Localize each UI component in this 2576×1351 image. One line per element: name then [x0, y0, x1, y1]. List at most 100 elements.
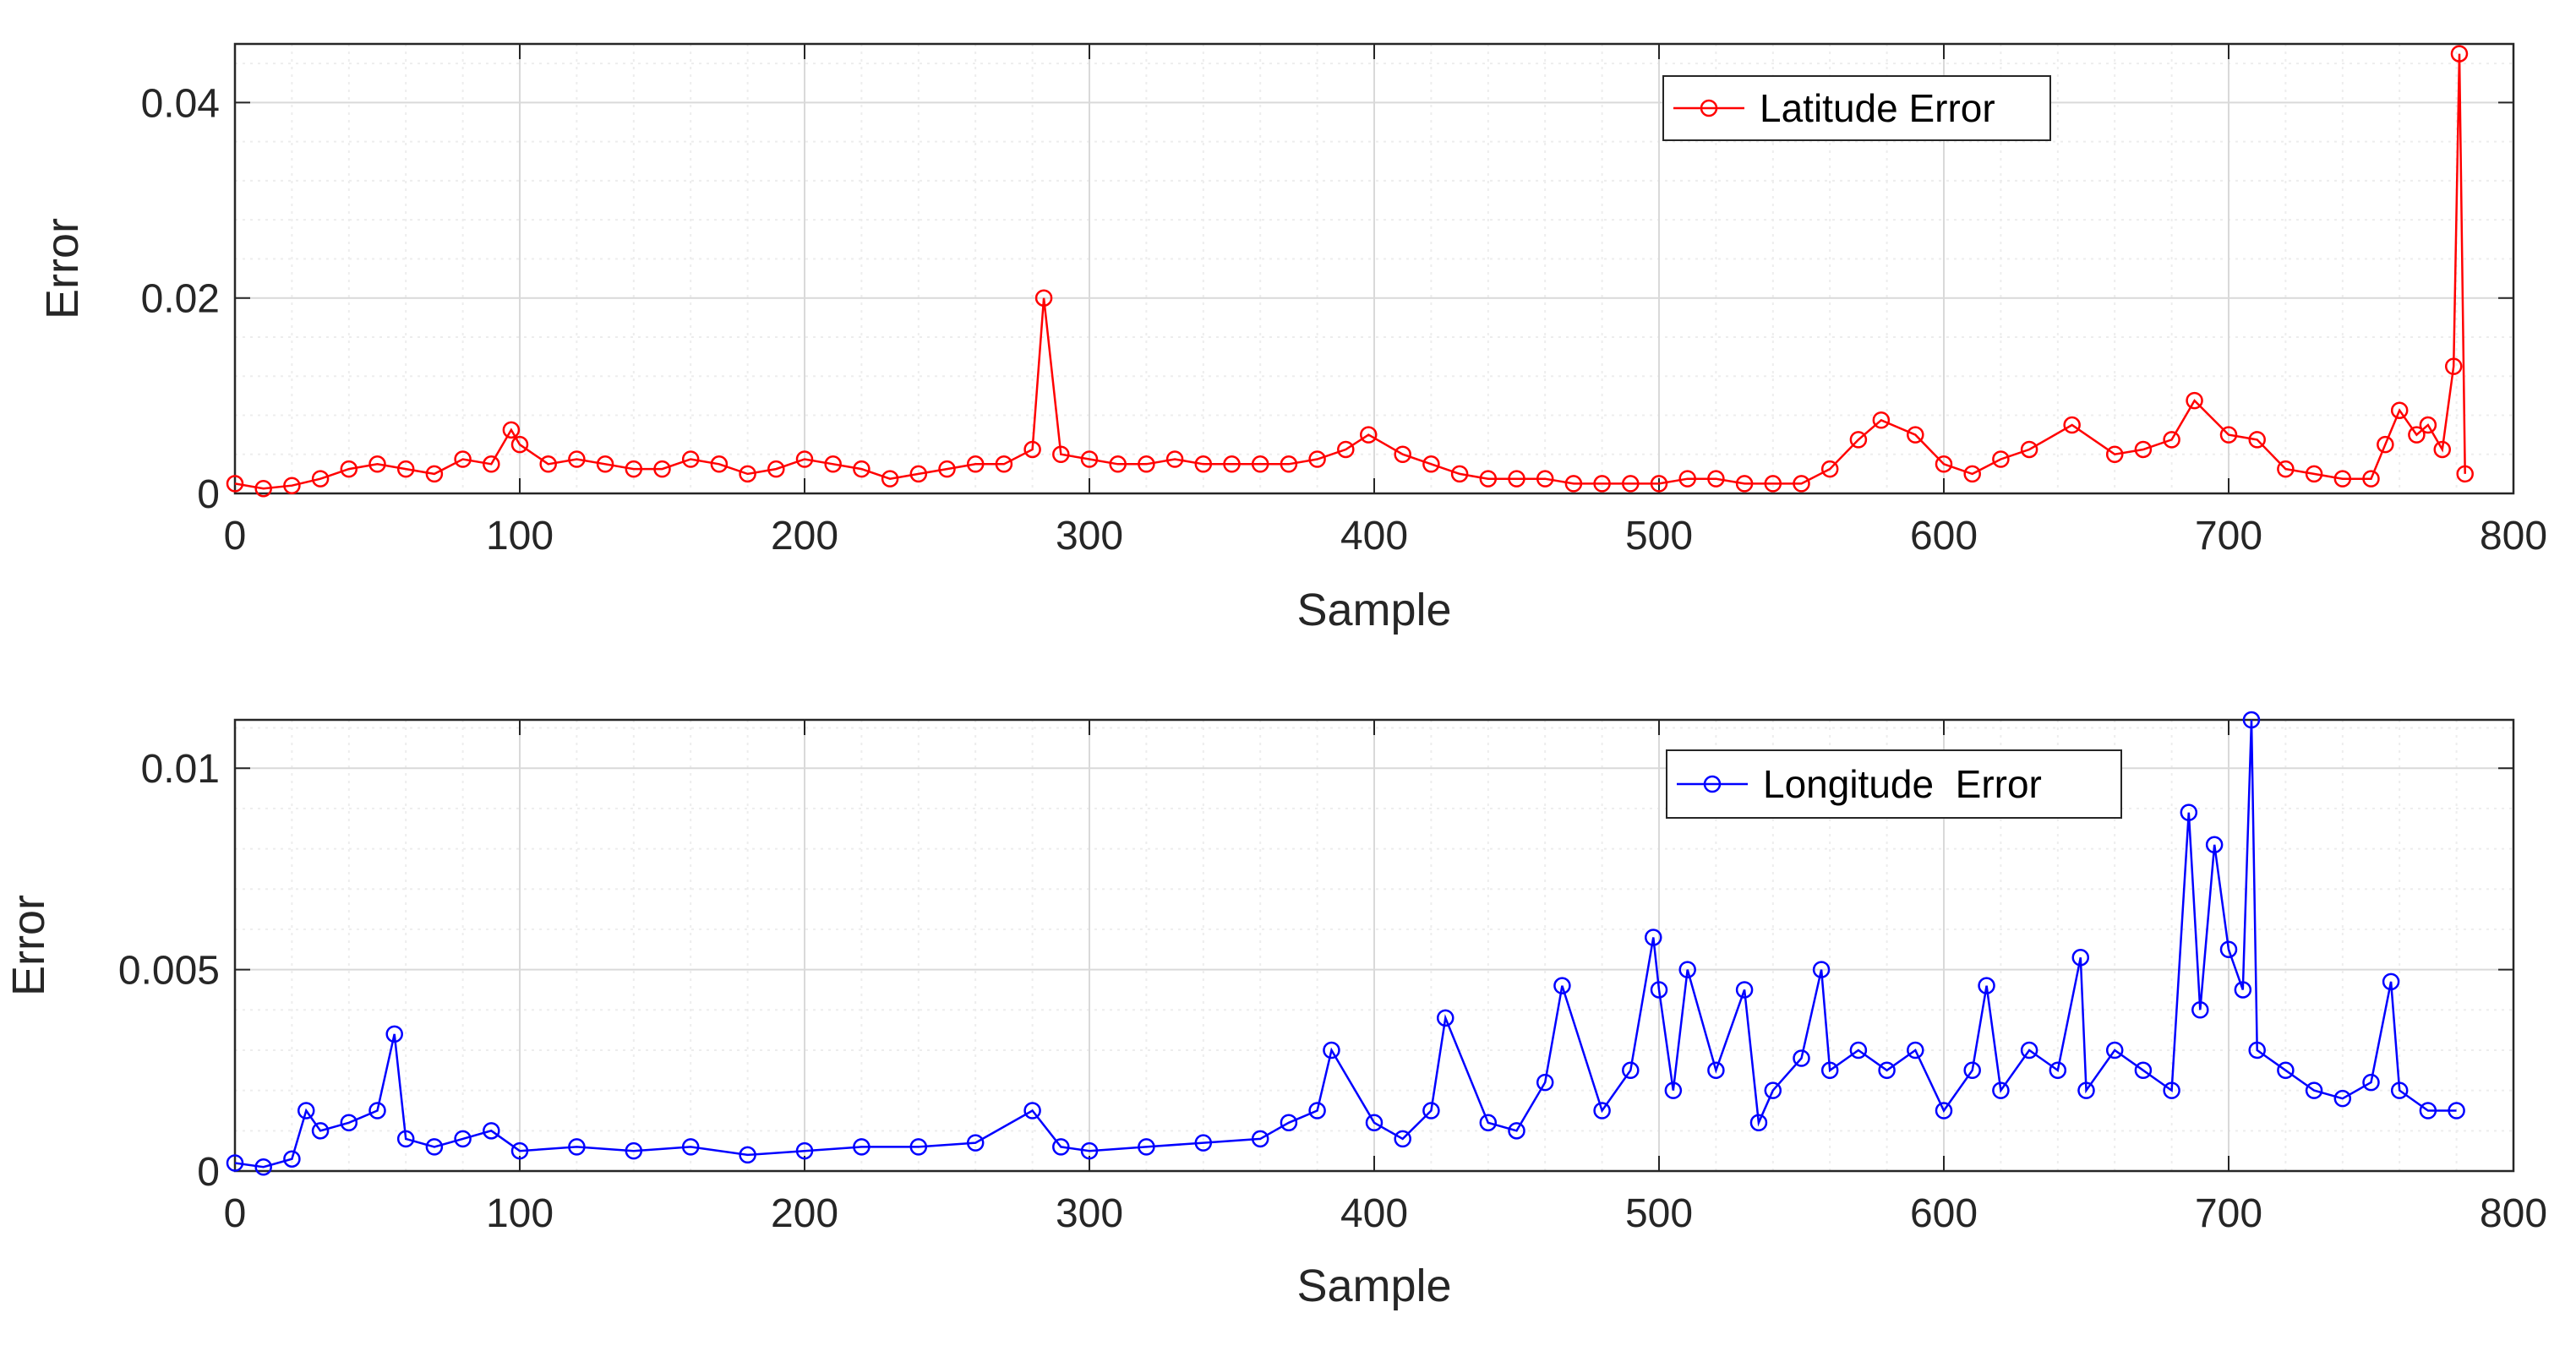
data-point: [1650, 475, 1668, 493]
x-tick-label: 500: [1625, 514, 1693, 558]
data-point: [2456, 465, 2474, 483]
data-point: [2448, 1102, 2465, 1119]
data-point: [1437, 1009, 1454, 1027]
data-point: [454, 1130, 472, 1148]
data-point: [710, 455, 729, 473]
x-tick-label: 200: [771, 514, 838, 558]
data-point: [739, 465, 756, 483]
data-point: [2305, 1081, 2323, 1099]
ticks: 0 100 200 300 400 500 600 700 800 0 0.02 0.04: [141, 44, 2547, 558]
data-point: [385, 1025, 403, 1043]
data-point: [1793, 475, 1810, 493]
data-point: [2180, 804, 2198, 821]
data-point: [368, 455, 386, 473]
data-point: [2077, 1081, 2095, 1099]
data-point: [1735, 981, 1754, 999]
data-point: [909, 465, 928, 483]
data-point: [510, 1141, 529, 1160]
data-point: [2186, 391, 2203, 410]
data-point: [1109, 455, 1127, 473]
data-point: [1308, 450, 1326, 468]
data-point: [2277, 460, 2295, 478]
y-tick-label: 0: [197, 1150, 220, 1195]
data-point: [254, 1158, 272, 1176]
data-point: [2248, 431, 2266, 449]
data-point: [483, 455, 500, 473]
data-point: [1023, 1102, 1041, 1119]
data-point: [653, 460, 671, 478]
data-point: [1645, 929, 1662, 946]
data-point: [995, 455, 1013, 473]
x-tick-label: 700: [2195, 1191, 2262, 1236]
data-point: [2419, 416, 2437, 434]
data-point: [625, 460, 643, 478]
x-tick-label: 100: [486, 514, 554, 558]
data-point: [795, 1141, 814, 1160]
series-1: [226, 711, 2465, 1176]
data-point: [767, 460, 785, 478]
data-point: [283, 1150, 301, 1168]
data-point: [938, 460, 956, 478]
ticks: 0 100 200 300 400 500 600 700 800 0 0.005 0.01: [118, 720, 2547, 1236]
data-point: [2020, 1041, 2038, 1060]
data-point: [2362, 470, 2380, 488]
x-tick-label: 700: [2195, 514, 2262, 558]
data-point: [2419, 1102, 2437, 1119]
data-point: [1707, 470, 1725, 488]
data-point: [297, 1102, 315, 1119]
data-point: [1707, 1061, 1725, 1080]
data-point: [1251, 455, 1269, 473]
data-point: [853, 460, 870, 478]
data-point: [681, 1138, 700, 1156]
data-point: [1508, 470, 1525, 488]
data-point: [1034, 289, 1053, 307]
data-point: [568, 1138, 586, 1156]
data-point: [1337, 440, 1355, 459]
data-point: [2219, 940, 2238, 959]
legend: Latitude Error: [1662, 75, 2051, 141]
data-point: [1251, 1130, 1269, 1148]
data-point: [1963, 465, 1981, 483]
data-point: [2277, 1061, 2295, 1080]
data-point: [2134, 1061, 2153, 1080]
data-point: [625, 1141, 643, 1160]
data-point: [739, 1146, 756, 1164]
data-point: [568, 450, 586, 468]
data-point: [1422, 1102, 1440, 1119]
data-point: [254, 479, 272, 498]
data-point: [396, 460, 415, 478]
data-point: [454, 450, 472, 468]
x-tick-label: 800: [2480, 1191, 2547, 1236]
data-point: [1650, 981, 1668, 999]
data-point: [795, 450, 814, 468]
data-point: [1878, 1061, 1896, 1080]
data-point: [1907, 426, 1924, 444]
data-point: [1080, 450, 1099, 468]
data-point: [1479, 1114, 1498, 1132]
data-point: [2242, 711, 2261, 729]
data-point: [1935, 455, 1953, 473]
data-point: [1052, 445, 1070, 463]
data-point: [2234, 981, 2252, 999]
data-point: [1479, 470, 1498, 488]
data-point: [1194, 455, 1213, 473]
chart-1: 0 100 200 300 400 500 600 700 800 0 0.02 0.04 Sample…: [37, 42, 2547, 635]
data-point: [2450, 45, 2469, 63]
y-axis-label: Error: [3, 895, 54, 996]
x-tick-label: 400: [1340, 514, 1408, 558]
data-point: [1678, 961, 1696, 978]
data-point: [1872, 411, 1891, 429]
data-point: [1365, 1114, 1384, 1132]
data-point: [2433, 440, 2451, 459]
data-point: [2382, 972, 2400, 991]
data-point: [2105, 1041, 2124, 1060]
data-point: [1360, 426, 1378, 444]
data-point: [510, 435, 529, 454]
data-point: [311, 1122, 330, 1140]
data-point: [1992, 450, 2010, 468]
data-point: [1165, 450, 1184, 468]
x-tick-label: 0: [224, 1191, 247, 1236]
x-axis-label: Sample: [1296, 585, 1451, 635]
data-point: [1820, 1061, 1839, 1080]
